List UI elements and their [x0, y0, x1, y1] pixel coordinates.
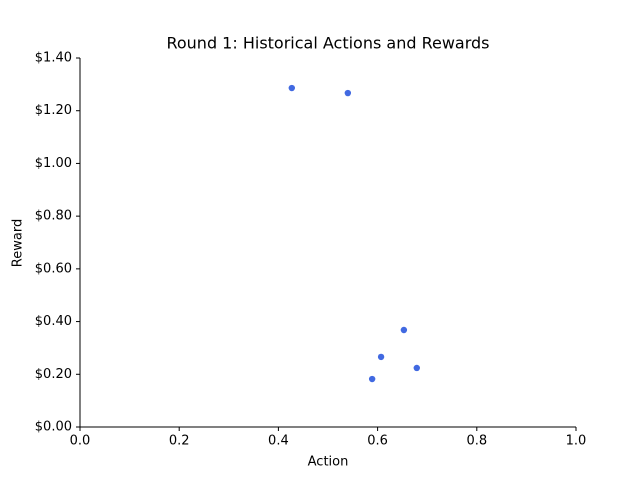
- point: [400, 326, 408, 334]
- y-tick-label: $0.00: [35, 420, 72, 435]
- x-axis-label: Action: [308, 455, 349, 470]
- y-tick-label: $1.20: [35, 103, 72, 118]
- y-tick-label: $0.40: [35, 314, 72, 329]
- x-tick-label: 0.8: [466, 434, 487, 449]
- point: [413, 364, 420, 372]
- y-tick-label: $0.60: [35, 261, 72, 276]
- x-tick-label: 0.2: [169, 434, 190, 449]
- point: [288, 84, 295, 92]
- point: [377, 353, 385, 361]
- x-tick-label: 1.0: [566, 434, 587, 449]
- chart-title: Round 1: Historical Actions and Rewards: [166, 34, 489, 53]
- y-tick-label: $0.20: [35, 367, 72, 382]
- x-tick-label: 0.6: [367, 434, 388, 449]
- y-tick-label: $1.00: [35, 156, 72, 171]
- point: [344, 89, 352, 97]
- point: [368, 375, 376, 383]
- y-tick-label: $1.40: [35, 51, 72, 66]
- y-tick-label: $0.80: [35, 209, 72, 224]
- y-axis-label: Reward: [11, 219, 26, 267]
- x-tick-label: 0.4: [268, 434, 289, 449]
- x-tick-label: 0.0: [70, 434, 91, 449]
